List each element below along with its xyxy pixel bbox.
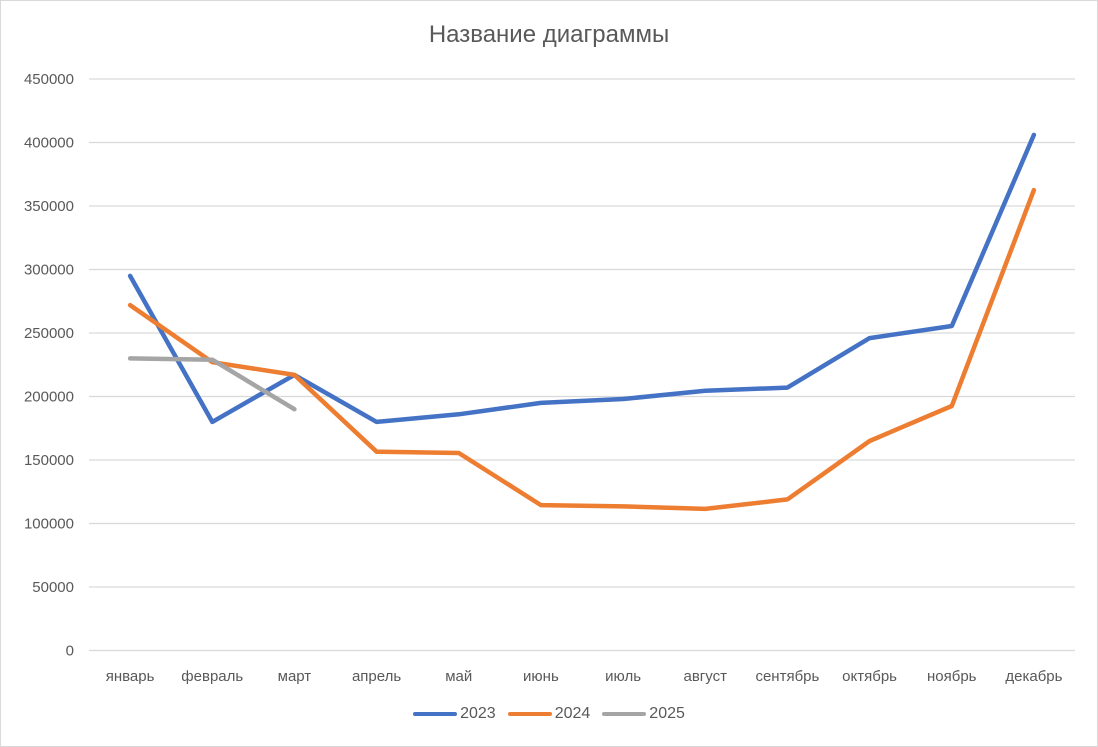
y-tick-label: 400000: [24, 135, 74, 152]
chart-title: Название диаграммы: [428, 21, 670, 48]
y-tick-label: 350000: [24, 198, 74, 215]
series-line-2024: [127, 187, 1037, 512]
legend-swatch-icon: [413, 712, 458, 716]
x-tick-label: октябрь: [842, 668, 897, 685]
x-tick-label: июнь: [523, 668, 559, 685]
legend-label: 2024: [554, 705, 591, 722]
legend-swatch-icon: [507, 712, 552, 716]
y-tick-label: 100000: [24, 516, 74, 533]
x-tick-label: март: [278, 668, 312, 685]
y-tick-label: 50000: [32, 579, 74, 596]
x-tick-label: июль: [605, 668, 641, 685]
y-tick-label: 200000: [24, 389, 74, 406]
x-tick-label: апрель: [352, 668, 401, 685]
x-tick-label: февраль: [181, 668, 243, 685]
legend-item-2025: 2025: [602, 705, 685, 723]
series-line-2023: [127, 132, 1037, 425]
legend-item-2024: 2024: [507, 705, 591, 723]
x-tick-label: май: [445, 668, 472, 685]
legend: 2023 2024 2025: [1, 705, 1097, 723]
legend-swatch-icon: [602, 712, 647, 716]
legend-label: 2025: [649, 705, 685, 722]
legend-item-2023: 2023: [413, 705, 496, 723]
x-tick-label: декабрь: [1005, 668, 1062, 685]
plot-area: 0 50000 100000 150000 200000 250000 300000 3500…: [24, 71, 1075, 685]
x-tick-label: август: [684, 668, 728, 685]
y-tick-label: 150000: [24, 452, 74, 469]
x-tick-label: январь: [106, 668, 155, 685]
y-tick-label: 0: [66, 643, 74, 660]
series-line-2025: [127, 356, 297, 412]
y-tick-label: 450000: [24, 71, 74, 88]
y-tick-label: 300000: [24, 262, 74, 279]
legend-label: 2023: [460, 705, 496, 722]
y-tick-label: 250000: [24, 325, 74, 342]
x-tick-label: ноябрь: [927, 668, 977, 685]
x-tick-label: сентябрь: [755, 668, 819, 685]
